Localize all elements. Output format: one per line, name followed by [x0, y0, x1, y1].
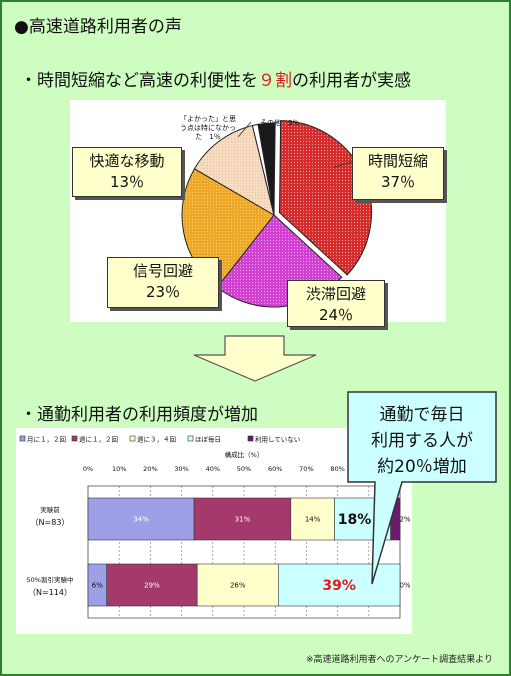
bar-segment	[196, 563, 279, 607]
glad-slice-label: 「よかった」と思 う点は特になかっ た 1％	[167, 115, 249, 142]
x-tick-label: 80%	[330, 465, 344, 473]
pie-section-heading: ・時間短縮など高速の利便性を９割の利用者が実感	[20, 66, 411, 91]
legend-swatch-2	[129, 435, 136, 442]
congestion-value: 24％	[318, 306, 354, 324]
bar-data-label: 18%	[338, 512, 372, 528]
legend-label-1: 週に１，２回	[79, 435, 118, 444]
legend-label-4: 利用していない	[255, 435, 300, 444]
other-slice-label: その他 3％	[260, 119, 300, 127]
time-saving-value: 37％	[380, 173, 416, 191]
pie-heading-post: の利用者が実感	[292, 71, 411, 91]
bar-data-label: 26%	[230, 582, 246, 590]
pie-heading-pre: ・時間短縮など高速の利便性を	[20, 71, 258, 91]
category-sample-size: （N=83）	[31, 518, 70, 527]
x-axis-title: 構成比（%）	[225, 450, 264, 459]
bar-data-label: 14%	[305, 516, 321, 524]
bar-data-label: 2%	[399, 516, 410, 524]
legend-label-2: 週に３，４回	[137, 435, 176, 444]
pie-label-time-saving: 時間短縮 37％	[352, 147, 444, 200]
bar-segment	[278, 563, 401, 607]
plot-area-border	[87, 485, 401, 619]
category-label: 50%割引実験中	[27, 575, 74, 584]
x-tick-label: 30%	[174, 465, 188, 473]
legend-label-3: ほぼ毎日	[195, 435, 221, 444]
pie-label-comfort: 快適な移動 13％	[72, 147, 182, 197]
bar-data-label: 6%	[92, 582, 103, 590]
time-saving-label: 時間短縮	[367, 152, 428, 170]
legend-swatch-1	[71, 435, 78, 442]
legend-swatch-3	[187, 435, 194, 442]
title-text: 高速道路利用者の声	[28, 17, 182, 37]
bar-segment	[106, 563, 198, 607]
x-tick-label: 60%	[268, 465, 282, 473]
callout-line1: 通勤で毎日	[379, 405, 465, 425]
bar-data-label: 34%	[133, 516, 149, 524]
callout-line3: 約20％増加	[377, 457, 467, 477]
callout-line2: 利用する人が	[371, 431, 473, 451]
down-arrow-icon	[193, 335, 317, 382]
bar-segment	[193, 497, 292, 541]
page-title: ●高速道路利用者の声	[14, 12, 182, 37]
category-sample-size: （N=114）	[28, 588, 72, 597]
glad-label-line2: う点は特になかっ	[180, 124, 236, 132]
legend-label-0: 月に１，２回	[27, 436, 66, 444]
category-label: 実験前	[40, 505, 60, 514]
glad-label-line1: 「よかった」と思	[180, 115, 236, 123]
x-tick-label: 70%	[299, 465, 313, 473]
x-tick-label: 0%	[83, 465, 93, 473]
legend-swatch-0	[19, 435, 26, 442]
pie-label-congestion: 渋滞回避 24％	[287, 280, 385, 327]
bar-data-label: 29%	[144, 582, 160, 590]
signals-label: 信号回避	[132, 262, 193, 280]
title-bullet: ●	[14, 17, 29, 37]
legend-swatch-4	[247, 435, 254, 442]
bar-data-label: 39%	[322, 578, 356, 594]
bar-segment	[87, 497, 195, 541]
x-tick-label: 50%	[237, 465, 251, 473]
pie-heading-accent: ９割	[258, 71, 292, 91]
signals-value: 23％	[145, 283, 181, 301]
bar-data-label: 0%	[399, 582, 410, 590]
x-tick-label: 20%	[143, 465, 157, 473]
pie-label-signals: 信号回避 23％	[107, 257, 219, 308]
pie-slice-comfort	[193, 124, 275, 217]
source-footnote: ※高速道路利用者へのアンケート調査結果より	[305, 655, 493, 665]
comfort-label: 快適な移動	[89, 152, 165, 170]
glad-label-line3: た 1％	[195, 133, 221, 141]
x-tick-label: 40%	[206, 465, 220, 473]
commute-callout-text: 通勤で毎日 利用する人が 約20％増加	[348, 402, 496, 480]
congestion-label: 渋滞回避	[305, 285, 366, 303]
comfort-value: 13％	[109, 173, 145, 191]
bar-section-heading: ・通勤利用者の利用頻度が増加	[20, 405, 258, 425]
bar-data-label: 31%	[235, 516, 251, 524]
x-tick-label: 10%	[112, 465, 126, 473]
